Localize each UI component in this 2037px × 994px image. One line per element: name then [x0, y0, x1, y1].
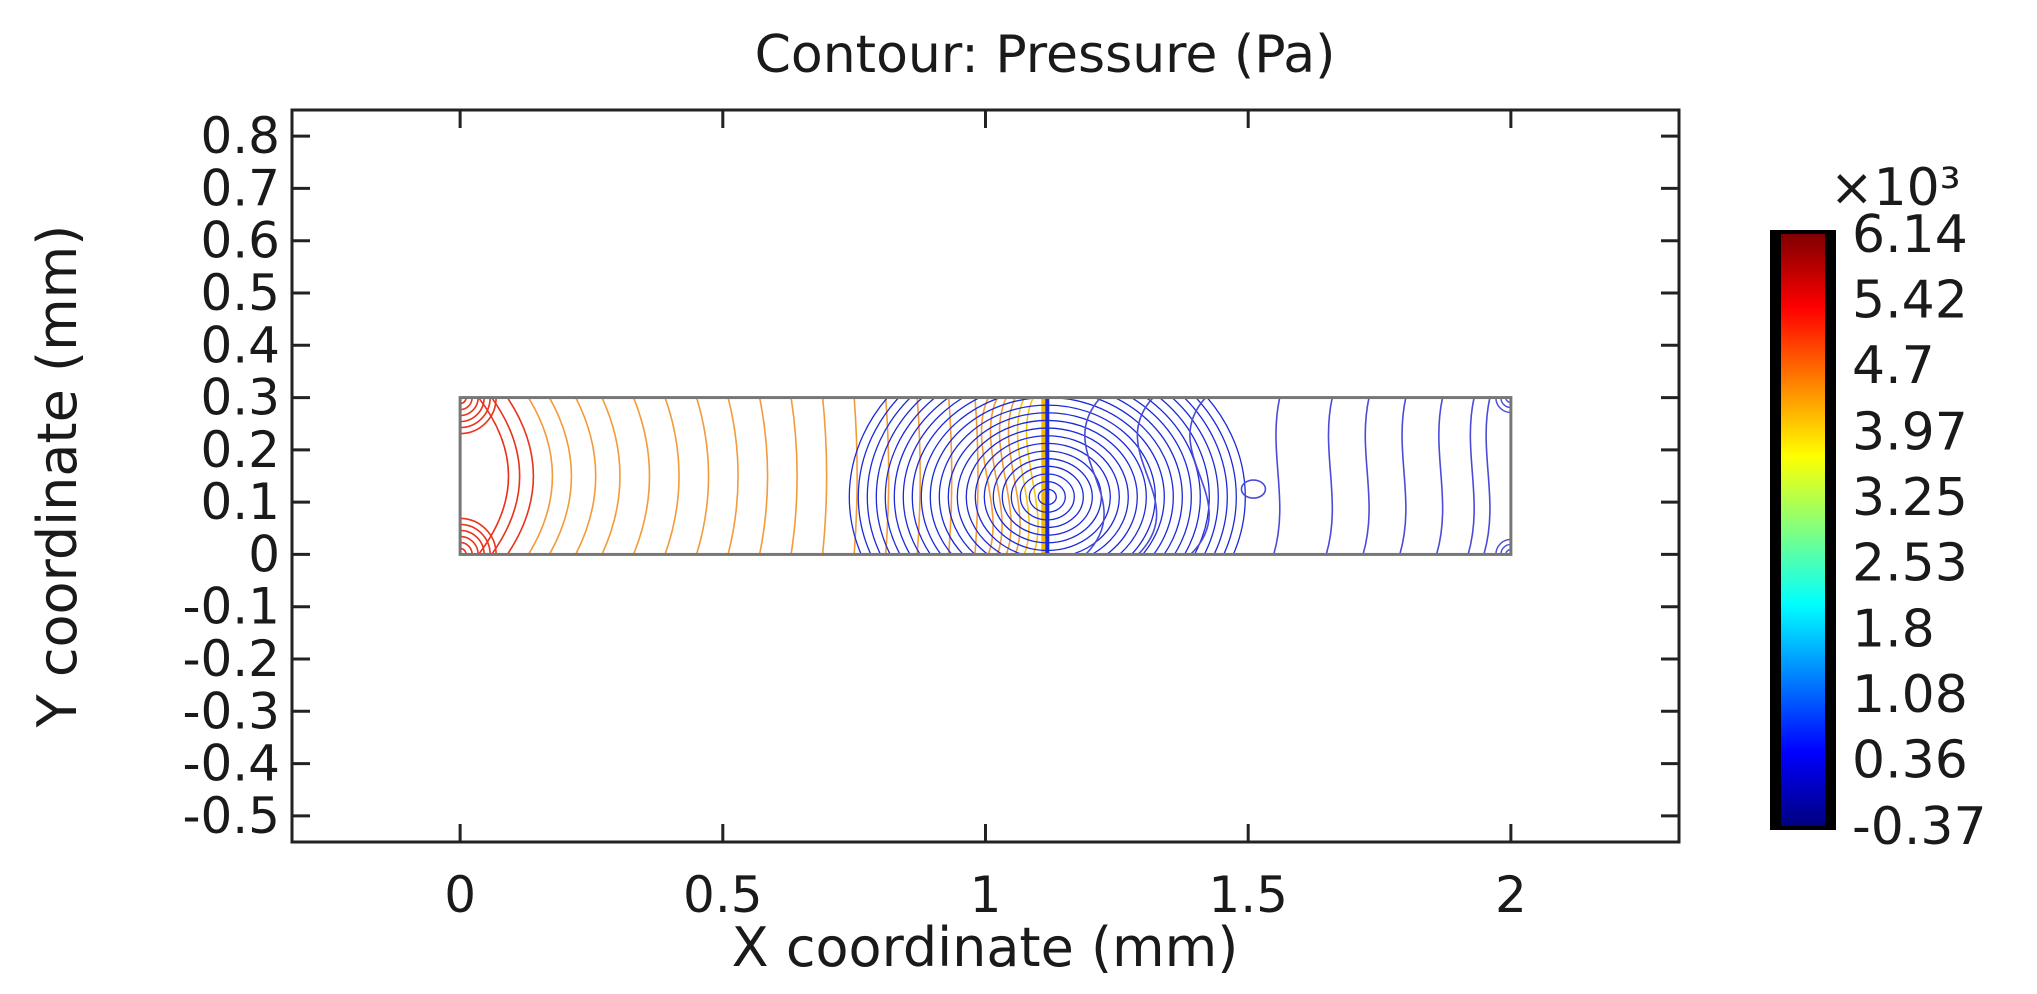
y-tick-label: 0: [248, 525, 280, 583]
colorbar-gradient: [1781, 234, 1825, 826]
contour-line: [1272, 397, 1281, 555]
contour-line: [998, 397, 1012, 555]
contour-line: [758, 397, 769, 555]
y-tick-label: 0.3: [200, 369, 280, 427]
y-axis-label: Y coordinate (mm): [26, 225, 89, 729]
contour-line: [1010, 465, 1084, 529]
colorbar-tick-label: 6.14: [1852, 205, 1968, 265]
y-tick-label: -0.3: [182, 682, 280, 740]
y-tick-label: 0.6: [200, 212, 280, 270]
contour-line: [893, 397, 1201, 555]
contour-line: [965, 427, 1129, 555]
colorbar-tick-label: 1.8: [1852, 600, 1935, 660]
colorbar-multiplier: ×10³: [1830, 158, 1961, 218]
contour-line: [601, 397, 621, 555]
contour-line: [1325, 397, 1334, 555]
colorbar-tick-label: 0.36: [1852, 731, 1968, 791]
contour-line: [1028, 480, 1066, 513]
y-tick-label: -0.4: [182, 735, 280, 793]
y-tick-label: -0.2: [182, 630, 280, 688]
contour-line: [490, 397, 521, 555]
contour-line: [790, 397, 798, 555]
contour-line: [1362, 397, 1370, 555]
contour-line: [727, 397, 739, 555]
colorbar-tick-label: 3.25: [1852, 468, 1968, 528]
contour-line: [866, 397, 1228, 555]
x-tick-label: 2: [1495, 866, 1527, 924]
x-tick-label: 1: [970, 866, 1002, 924]
x-tick-label: 0: [444, 866, 476, 924]
colorbar-tick-label: -0.37: [1852, 797, 1987, 857]
colorbar-tick-label: 1.08: [1852, 665, 1968, 725]
x-axis-label: X coordinate (mm): [732, 916, 1239, 979]
y-tick-label: 0.7: [200, 159, 280, 217]
contour-line: [974, 397, 979, 555]
contour-line: [1483, 397, 1491, 555]
contour-line: [1084, 397, 1105, 555]
contour-line: [1001, 458, 1093, 536]
contour-line: [875, 397, 1219, 555]
contour-line: [884, 397, 1210, 555]
domain-group: [460, 397, 1511, 555]
contour-line: [902, 397, 1192, 555]
y-tick-label: 0.4: [200, 316, 280, 374]
y-tick-label: -0.1: [182, 578, 280, 636]
contour-line: [1240, 479, 1267, 499]
contour-line: [920, 397, 1174, 555]
y-tick-label: 0.2: [200, 421, 280, 479]
contour-line: [821, 397, 828, 555]
colorbar-ticks: 6.145.424.73.973.252.53 1.81.080.36-0.37: [1852, 205, 1987, 857]
contour-line: [506, 397, 535, 555]
contour-line: [527, 397, 554, 555]
plot-area: 0 0.5 1 1.5 2 0.80.70.60.50.40.30.20.10-0.1-…: [182, 107, 1681, 924]
colorbar-tick-label: 4.7: [1852, 336, 1935, 396]
contour-line: [911, 397, 1183, 555]
x-ticks: 0 0.5 1 1.5 2: [444, 110, 1527, 924]
contour-line: [983, 442, 1111, 552]
contour-line: [916, 397, 921, 555]
contour-line: [848, 397, 1246, 555]
contour-line: [632, 397, 651, 555]
x-tick-label: 0.5: [683, 866, 763, 924]
contour-line: [956, 419, 1138, 555]
contour-line: [1435, 397, 1444, 555]
contour-line: [1467, 397, 1475, 555]
contour-line: [1399, 397, 1407, 555]
contour-line: [664, 397, 680, 555]
contour-line: [974, 435, 1120, 555]
y-tick-label: -0.5: [182, 787, 280, 845]
x-tick-label: 1.5: [1208, 866, 1288, 924]
y-tick-label: 0.5: [200, 264, 280, 322]
colorbar: ×10³ 6.145.424.73.973.252.53 1.81.080.36-…: [1770, 158, 1987, 857]
contour-line: [1019, 473, 1075, 521]
chart-title: Contour: Pressure (Pa): [755, 25, 1336, 85]
contour-line: [1025, 397, 1039, 555]
contour-line: [947, 412, 1147, 555]
contour-line: [929, 397, 1165, 555]
y-tick-label: 0.1: [200, 473, 280, 531]
colorbar-tick-label: 5.42: [1852, 270, 1968, 330]
contour-line: [695, 397, 710, 555]
colorbar-tick-label: 3.97: [1852, 402, 1968, 462]
colorbar-tick-label: 2.53: [1852, 533, 1968, 593]
contour-line: [938, 404, 1156, 555]
contour-line: [548, 397, 573, 555]
y-ticks: 0.80.70.60.50.40.30.20.10-0.1-0.2-0.3-0.…: [182, 107, 1679, 845]
contour-line: [1037, 488, 1057, 506]
contour-line: [574, 397, 597, 555]
plot-frame: [290, 108, 1681, 844]
contour-line: [1189, 397, 1210, 555]
contour-line: [1016, 397, 1030, 555]
contour-line: [989, 397, 1003, 555]
y-tick-label: 0.8: [200, 107, 280, 165]
domain-border: [458, 396, 1513, 556]
contour-line: [884, 397, 890, 555]
contour-line: [857, 397, 1237, 555]
contour-line: [1136, 397, 1158, 555]
